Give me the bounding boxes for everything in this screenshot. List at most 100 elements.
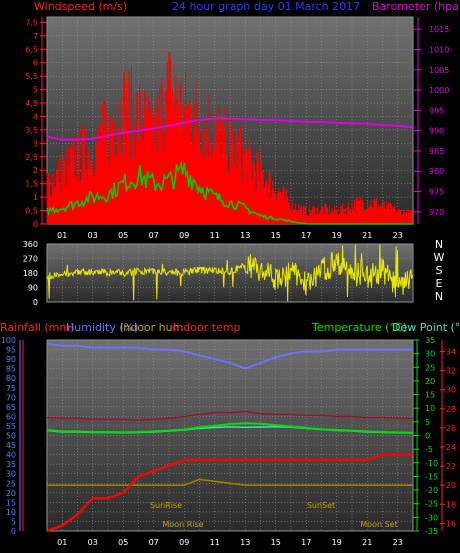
direction-tick-label: 90 <box>28 284 38 293</box>
barometer-tick-label: 1015 <box>429 25 449 34</box>
sunrise-label: SunRise <box>150 501 182 510</box>
x-tick-label: 13 <box>240 538 250 547</box>
wind-tick-label: 4 <box>33 112 38 121</box>
wind-tick-label: 7 <box>33 32 38 41</box>
humidity-tick-label: 5 <box>11 517 16 526</box>
indoor-temp-tick-label: 34 <box>446 347 456 356</box>
gust-series <box>46 51 413 224</box>
temperature-tick-label: 0 <box>425 432 430 441</box>
speed-series <box>46 160 413 225</box>
humidity-tick-label: 90 <box>6 355 16 364</box>
humidity-series <box>46 342 413 370</box>
barometer-tick-label: 1005 <box>429 66 449 75</box>
barometer-axis-title: Barometer (hpa) <box>372 0 460 13</box>
indoor-temp-tick-label: 28 <box>446 405 456 414</box>
wind-tick-label: 6,5 <box>25 45 38 54</box>
x-tick-label: 07 <box>149 231 159 240</box>
temperature-tick-label: -35 <box>425 527 438 536</box>
sunset-label: SunSet <box>307 501 335 510</box>
indoor-temp-tick-label: 16 <box>446 519 456 528</box>
temperature-tick-label: 25 <box>425 363 435 372</box>
barometer-tick-label: 970 <box>429 208 444 217</box>
humidity-tick-label: 30 <box>6 470 16 479</box>
indoor-temp-tick-label: 24 <box>446 443 456 452</box>
temperature-tick-label: -20 <box>425 486 438 495</box>
compass-label: E <box>436 277 443 290</box>
x-tick-label: 11 <box>210 231 220 240</box>
wind-tick-label: 2,5 <box>25 153 38 162</box>
x-tick-label: 13 <box>240 231 250 240</box>
direction-tick-label: 270 <box>23 255 38 264</box>
wind-tick-label: 0,5 <box>25 207 38 216</box>
wind-tick-label: 3,5 <box>25 126 38 135</box>
temperature-tick-label: -30 <box>425 513 438 522</box>
humidity-tick-label: 50 <box>6 432 16 441</box>
rainfall-axis-title: Rainfall (mm) <box>0 321 74 334</box>
direction-tick-label: 0 <box>33 298 38 307</box>
barometer-tick-label: 985 <box>429 147 444 156</box>
temperature-tick-label: -5 <box>425 445 433 454</box>
x-tick-label: 03 <box>88 231 98 240</box>
humidity-tick-label: 65 <box>6 403 16 412</box>
humidity-tick-label: 10 <box>6 508 16 517</box>
rain-series <box>46 453 413 533</box>
humidity-tick-label: 20 <box>6 489 16 498</box>
wind-tick-label: 5 <box>33 86 38 95</box>
wind-tick-label: 6 <box>33 59 38 68</box>
indoor-hum-label: Indoor hum <box>120 321 183 334</box>
x-tick-label: 19 <box>332 538 342 547</box>
barometer-tick-label: 995 <box>429 106 444 115</box>
wind-barometer-panel: 01 03 05 07 09 11 13 15 17 19 21 23 0 0,5 1 1,5 2 2,5 3 3,5… <box>25 16 449 240</box>
x-tick-label: 17 <box>301 538 311 547</box>
x-tick-label: 21 <box>362 231 372 240</box>
wind-tick-label: 7,5 <box>25 18 38 27</box>
x-tick-label: 23 <box>393 538 403 547</box>
x-tick-label: 09 <box>179 538 189 547</box>
temperature-tick-label: -25 <box>425 500 438 509</box>
humidity-tick-label: 40 <box>6 451 16 460</box>
x-tick-label: 19 <box>332 231 342 240</box>
humidity-tick-label: 45 <box>6 441 16 450</box>
x-tick-label: 09 <box>179 231 189 240</box>
humidity-tick-label: 85 <box>6 365 16 374</box>
temperature-axis-title: Temperature (°C) <box>311 321 407 334</box>
wind-axis-title: Windspeed (m/s) <box>34 0 127 13</box>
temperature-tick-label: 30 <box>425 350 435 359</box>
moonrise-label: Moon Rise <box>162 520 203 529</box>
humidity-tick-label: 100 <box>1 336 16 345</box>
indoor-temp-tick-label: 18 <box>446 500 456 509</box>
direction-tick-label: 180 <box>23 269 38 278</box>
indoor-temp-series <box>46 410 413 421</box>
x-tick-label: 17 <box>301 231 311 240</box>
temperature-tick-label: 10 <box>425 404 435 413</box>
temp-humidity-panel: 01 03 05 07 09 11 13 15 17 19 21 230510152025303540… <box>1 336 456 547</box>
direction-series <box>46 243 414 302</box>
graph-title: 24 hour graph day 01 March 2017 <box>172 0 360 13</box>
x-tick-label: 05 <box>118 231 128 240</box>
temperature-tick-label: -15 <box>425 472 438 481</box>
wind-tick-label: 1 <box>33 193 38 202</box>
dewpoint-axis-title: Dew Point (°C) <box>392 321 460 334</box>
x-tick-label: 01 <box>57 231 67 240</box>
temperature-tick-label: 5 <box>425 418 430 427</box>
barometer-tick-label: 1000 <box>429 86 449 95</box>
humidity-tick-label: 0 <box>11 527 16 536</box>
x-tick-label: 11 <box>210 538 220 547</box>
compass-label: N <box>435 290 443 303</box>
barometer-tick-label: 975 <box>429 188 444 197</box>
humidity-tick-label: 75 <box>6 384 16 393</box>
compass-label: W <box>434 251 445 264</box>
temperature-series <box>46 422 414 434</box>
humidity-tick-label: 95 <box>6 346 16 355</box>
direction-tick-label: 360 <box>23 240 38 249</box>
temperature-tick-label: 20 <box>425 377 435 386</box>
barometer-tick-label: 990 <box>429 127 444 136</box>
indoor-temp-tick-label: 30 <box>446 386 456 395</box>
temperature-tick-label: -10 <box>425 459 438 468</box>
compass-label: S <box>436 264 443 277</box>
x-tick-label: 21 <box>362 538 372 547</box>
wind-tick-label: 5,5 <box>25 72 38 81</box>
wind-tick-label: 4,5 <box>25 99 38 108</box>
